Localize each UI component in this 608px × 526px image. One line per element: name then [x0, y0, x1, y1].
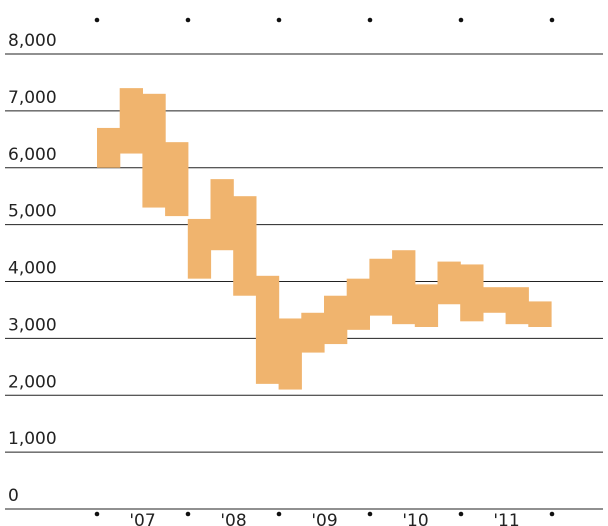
top-dot-row: [94, 17, 555, 23]
range-band: [210, 179, 234, 251]
range-band: [392, 250, 416, 325]
x-tick-label: '07: [129, 511, 155, 526]
year-marker-dot: [367, 17, 373, 23]
year-marker-dot: [94, 511, 100, 517]
y-tick-label: 2,000: [8, 372, 57, 392]
range-band: [142, 93, 166, 208]
range-band: [528, 301, 552, 327]
x-tick-label: '10: [402, 511, 428, 526]
range-band: [369, 258, 393, 316]
year-marker-dot: [276, 511, 282, 517]
y-tick-label: 1,000: [8, 429, 57, 449]
y-tick-label: 6,000: [8, 145, 57, 165]
year-marker-dot: [549, 511, 555, 517]
y-tick-label: 7,000: [8, 88, 57, 108]
range-band: [460, 264, 484, 322]
range-band: [437, 261, 461, 305]
range-band: [255, 275, 280, 384]
range-band: [97, 127, 121, 168]
range-band: [233, 196, 257, 296]
x-tick-label: '11: [493, 511, 519, 526]
gridlines: [5, 53, 603, 510]
year-marker-dot: [549, 17, 555, 23]
y-tick-label: 8,000: [8, 31, 57, 51]
x-tick-label: '08: [220, 511, 246, 526]
range-band: [278, 318, 302, 390]
year-marker-dot: [276, 17, 282, 23]
range-band: [187, 218, 212, 279]
x-axis-labels: '07 '08 '09 '10 '11: [129, 511, 519, 526]
range-band: [346, 278, 370, 330]
bottom-dot-row: [94, 511, 555, 517]
year-marker-dot: [458, 511, 464, 517]
year-marker-dot: [185, 17, 191, 23]
range-band: [482, 287, 507, 313]
x-tick-label: '09: [311, 511, 337, 526]
y-tick-label: 0: [8, 486, 19, 506]
y-axis-labels: 0 1,000 2,000 3,000 4,000 5,000 6,000 7,000 8,00…: [8, 31, 57, 506]
year-marker-dot: [458, 17, 464, 23]
range-band: [165, 142, 189, 217]
range-bands: [97, 88, 552, 390]
range-band: [414, 284, 439, 327]
y-tick-label: 3,000: [8, 315, 57, 335]
range-band: [119, 88, 143, 154]
year-marker-dot: [185, 511, 191, 517]
range-band: [324, 295, 348, 345]
year-marker-dot: [94, 17, 100, 23]
y-tick-label: 4,000: [8, 259, 57, 279]
range-band: [301, 312, 325, 353]
y-tick-label: 5,000: [8, 202, 57, 222]
range-band: [505, 287, 529, 325]
year-marker-dot: [367, 511, 373, 517]
